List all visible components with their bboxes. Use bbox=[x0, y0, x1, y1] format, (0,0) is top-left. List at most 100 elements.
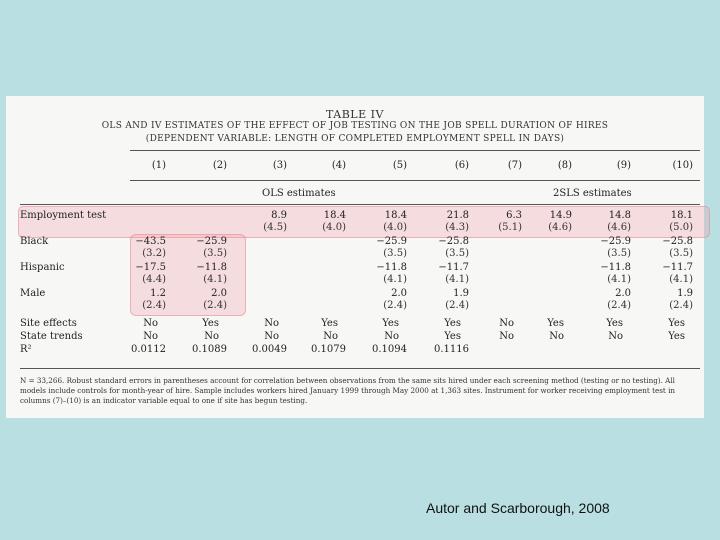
column-header: (4) bbox=[331, 160, 346, 171]
std-error-cell: (3.5) bbox=[203, 248, 227, 259]
rule-bottom bbox=[20, 368, 700, 369]
control-cell: No bbox=[204, 331, 219, 342]
column-header: (10) bbox=[672, 160, 693, 171]
control-cell: Yes bbox=[547, 318, 564, 329]
std-error-cell: (2.4) bbox=[669, 300, 693, 311]
column-header: (2) bbox=[212, 160, 227, 171]
control-label: R² bbox=[20, 344, 32, 355]
control-cell: No bbox=[264, 331, 279, 342]
std-error-cell: (2.4) bbox=[203, 300, 227, 311]
coefficient-cell: 2.0 bbox=[211, 288, 227, 299]
control-cell: 0.0112 bbox=[131, 344, 166, 355]
control-cell: No bbox=[323, 331, 338, 342]
std-error-cell: (4.5) bbox=[263, 222, 287, 233]
control-cell: Yes bbox=[321, 318, 338, 329]
std-error-cell: (4.4) bbox=[142, 274, 166, 285]
coefficient-cell: 18.1 bbox=[670, 210, 693, 221]
control-cell: 0.1079 bbox=[311, 344, 346, 355]
rule-columns bbox=[130, 180, 700, 181]
std-error-cell: (5.0) bbox=[669, 222, 693, 233]
control-cell: Yes bbox=[202, 318, 219, 329]
coefficient-cell: 18.4 bbox=[323, 210, 346, 221]
control-cell: 0.1094 bbox=[372, 344, 407, 355]
coefficient-cell: −25.9 bbox=[196, 236, 227, 247]
std-error-cell: (3.2) bbox=[142, 248, 166, 259]
control-cell: No bbox=[499, 331, 514, 342]
column-header: (1) bbox=[151, 160, 166, 171]
coefficient-cell: 1.9 bbox=[453, 288, 469, 299]
std-error-cell: (4.1) bbox=[445, 274, 469, 285]
std-error-cell: (4.0) bbox=[322, 222, 346, 233]
std-error-cell: (4.1) bbox=[203, 274, 227, 285]
row-label: Employment test bbox=[20, 210, 107, 221]
control-cell: Yes bbox=[444, 318, 461, 329]
control-cell: Yes bbox=[444, 331, 461, 342]
coefficient-cell: −11.8 bbox=[196, 262, 227, 273]
coefficient-cell: −25.8 bbox=[662, 236, 693, 247]
std-error-cell: (4.6) bbox=[607, 222, 631, 233]
column-header: (7) bbox=[507, 160, 522, 171]
std-error-cell: (3.5) bbox=[607, 248, 631, 259]
rule-body bbox=[20, 204, 700, 205]
std-error-cell: (4.0) bbox=[383, 222, 407, 233]
table-notes: N = 33,266. Robust standard errors in pa… bbox=[20, 376, 676, 405]
std-error-cell: (4.1) bbox=[607, 274, 631, 285]
column-header: (5) bbox=[392, 160, 407, 171]
std-error-cell: (4.3) bbox=[445, 222, 469, 233]
coefficient-cell: −11.8 bbox=[376, 262, 407, 273]
control-label: State trends bbox=[20, 331, 83, 342]
control-cell: Yes bbox=[668, 318, 685, 329]
group-2sls: 2SLS estimates bbox=[553, 188, 632, 199]
highlight-employment-test-row bbox=[18, 206, 710, 238]
control-cell: 0.0049 bbox=[252, 344, 287, 355]
control-cell: Yes bbox=[606, 318, 623, 329]
std-error-cell: (4.1) bbox=[383, 274, 407, 285]
control-cell: Yes bbox=[668, 331, 685, 342]
coefficient-cell: −25.8 bbox=[438, 236, 469, 247]
control-cell: 0.1116 bbox=[434, 344, 469, 355]
table-subtitle: OLS AND IV ESTIMATES OF THE EFFECT OF JO… bbox=[101, 121, 609, 131]
coefficient-cell: 14.9 bbox=[549, 210, 572, 221]
coefficient-cell: 18.4 bbox=[384, 210, 407, 221]
std-error-cell: (5.1) bbox=[498, 222, 522, 233]
std-error-cell: (4.6) bbox=[548, 222, 572, 233]
row-label: Male bbox=[20, 288, 46, 299]
control-cell: No bbox=[549, 331, 564, 342]
row-label: Black bbox=[20, 236, 49, 247]
std-error-cell: (4.1) bbox=[669, 274, 693, 285]
row-label: Hispanic bbox=[20, 262, 65, 273]
control-cell: No bbox=[264, 318, 279, 329]
control-cell: No bbox=[143, 331, 158, 342]
coefficient-cell: 8.9 bbox=[271, 210, 287, 221]
coefficient-cell: −11.7 bbox=[438, 262, 469, 273]
std-error-cell: (2.4) bbox=[607, 300, 631, 311]
coefficient-cell: 21.8 bbox=[446, 210, 469, 221]
std-error-cell: (3.5) bbox=[669, 248, 693, 259]
column-header: (6) bbox=[454, 160, 469, 171]
column-header: (9) bbox=[616, 160, 631, 171]
control-label: Site effects bbox=[20, 318, 77, 329]
coefficient-cell: −25.9 bbox=[376, 236, 407, 247]
std-error-cell: (2.4) bbox=[383, 300, 407, 311]
control-cell: No bbox=[143, 318, 158, 329]
control-cell: No bbox=[384, 331, 399, 342]
column-header: (3) bbox=[272, 160, 287, 171]
coefficient-cell: −11.8 bbox=[600, 262, 631, 273]
control-cell: No bbox=[608, 331, 623, 342]
coefficient-cell: −43.5 bbox=[135, 236, 166, 247]
control-cell: 0.1089 bbox=[192, 344, 227, 355]
std-error-cell: (3.5) bbox=[383, 248, 407, 259]
std-error-cell: (2.4) bbox=[142, 300, 166, 311]
citation-credit: Autor and Scarborough, 2008 bbox=[426, 500, 610, 516]
table-page: TABLE IV OLS AND IV ESTIMATES OF THE EFF… bbox=[6, 96, 710, 418]
control-cell: No bbox=[499, 318, 514, 329]
rule-top bbox=[130, 150, 700, 151]
std-error-cell: (3.5) bbox=[445, 248, 469, 259]
coefficient-cell: −17.5 bbox=[135, 262, 166, 273]
coefficient-cell: 6.3 bbox=[506, 210, 522, 221]
coefficient-cell: −25.9 bbox=[600, 236, 631, 247]
coefficient-cell: −11.7 bbox=[662, 262, 693, 273]
highlight-columns-1-2 bbox=[130, 234, 246, 316]
coefficient-cell: 1.9 bbox=[677, 288, 693, 299]
table-title: TABLE IV bbox=[326, 108, 384, 121]
